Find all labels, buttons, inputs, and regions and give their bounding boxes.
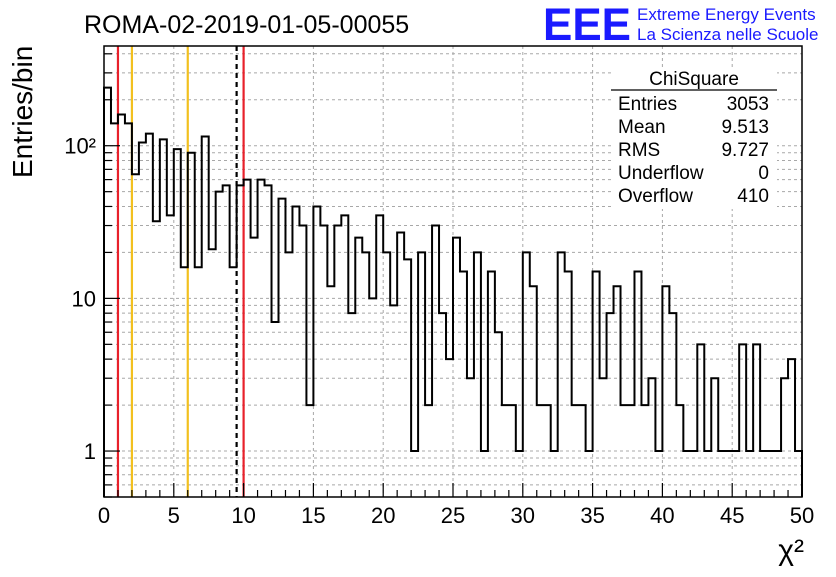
stats-label-rms: RMS bbox=[618, 140, 660, 161]
stats-value-mean: 9.513 bbox=[721, 117, 769, 138]
x-tick-label: 15 bbox=[301, 503, 325, 528]
eee-logo: EEE bbox=[543, 0, 631, 50]
chart-title: ROMA-02-2019-01-05-00055 bbox=[84, 11, 409, 39]
stats-row: Entries 3053 bbox=[618, 94, 769, 115]
stats-title: ChiSquare bbox=[649, 69, 739, 90]
grid-lines bbox=[104, 46, 802, 498]
y-tick-label: 10² bbox=[64, 134, 96, 159]
histogram-series bbox=[103, 86, 803, 497]
x-tick-label: 5 bbox=[168, 503, 180, 528]
stats-row: Underflow 0 bbox=[618, 163, 769, 184]
stats-row: Overflow 410 bbox=[618, 186, 769, 207]
y-axis-label: Entries/bin bbox=[7, 46, 38, 178]
logo-line-2: La Scienza nelle Scuole bbox=[637, 25, 818, 44]
stats-label-mean: Mean bbox=[618, 117, 666, 138]
stats-value-underflow: 0 bbox=[758, 163, 769, 184]
logo-line-1: Extreme Energy Events bbox=[637, 5, 816, 24]
stats-box: ChiSquare Entries 3053 Mean 9.513 RMS 9.… bbox=[611, 67, 777, 209]
stats-label-overflow: Overflow bbox=[618, 186, 693, 207]
x-tick-label: 10 bbox=[231, 503, 255, 528]
stats-label-entries: Entries bbox=[618, 94, 677, 115]
x-tick-label: 35 bbox=[580, 503, 604, 528]
x-axis-label: χ² bbox=[778, 534, 804, 567]
stats-value-overflow: 410 bbox=[737, 186, 769, 207]
x-tick-label: 40 bbox=[650, 503, 674, 528]
stats-row: Mean 9.513 bbox=[618, 117, 769, 138]
x-tick-label: 45 bbox=[720, 503, 744, 528]
y-tick-label: 10 bbox=[72, 286, 96, 311]
x-tick-label: 25 bbox=[441, 503, 465, 528]
stats-value-rms: 9.727 bbox=[721, 140, 769, 161]
x-tick-label: 20 bbox=[371, 503, 395, 528]
x-tick-label: 30 bbox=[511, 503, 535, 528]
x-tick-label: 0 bbox=[98, 503, 110, 528]
marker-lines bbox=[116, 46, 245, 497]
axes: 0 5 10 15 20 25 30 35 40 45 50 1 10 10² bbox=[64, 45, 814, 528]
stats-row: RMS 9.727 bbox=[618, 140, 769, 161]
stats-label-underflow: Underflow bbox=[618, 163, 704, 184]
stats-value-entries: 3053 bbox=[727, 94, 769, 115]
x-tick-label: 50 bbox=[790, 503, 814, 528]
y-tick-label: 1 bbox=[84, 439, 96, 464]
